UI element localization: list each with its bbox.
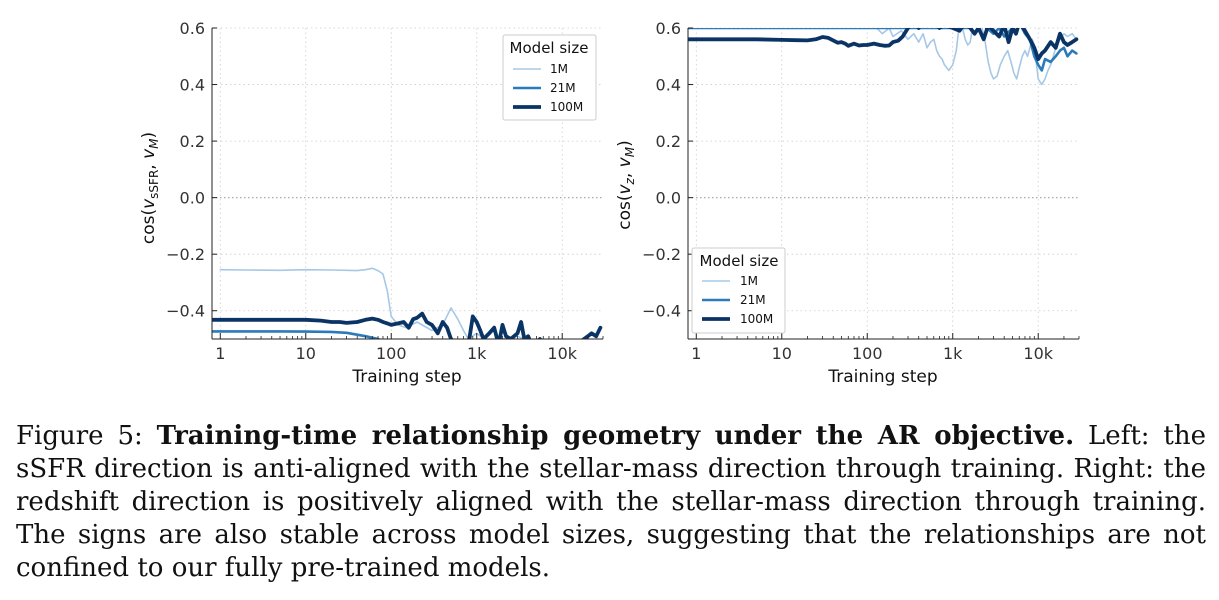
left-legend-box — [502, 34, 597, 121]
right-legend-box — [691, 247, 786, 334]
left-panel: −0.4 −0.2 0.0 0.2 0.4 0.6 1 10 100 1k 10k Training… — [139, 19, 604, 387]
left-axes — [211, 27, 604, 340]
right-series-line-21M — [688, 28, 1078, 72]
left-y-tick-label: 0.6 — [180, 19, 205, 38]
left-series-group — [212, 267, 603, 339]
right-legend-label-21M: 21M — [740, 293, 766, 307]
right-y-tick-label: 0.6 — [656, 19, 681, 38]
right-legend: Model size 1M 21M 100M — [691, 247, 786, 334]
right-y-tick-label: 0.2 — [656, 132, 681, 151]
caption-text: Left: the sSFR direction is anti-aligned… — [16, 421, 1206, 583]
left-tick-labels: −0.4 −0.2 0.0 0.2 0.4 0.6 1 10 100 1k 10k — [166, 19, 578, 363]
left-legend-label-1M: 1M — [550, 62, 568, 76]
right-x-tick-label: 1 — [691, 344, 701, 363]
left-legend: Model size 1M 21M 100M — [502, 34, 597, 121]
left-y-tick-label: 0.4 — [180, 76, 205, 95]
figure: −0.4 −0.2 0.0 0.2 0.4 0.6 1 10 100 1k 10k Training… — [139, 19, 1080, 387]
right-x-tick-label: 100 — [852, 344, 883, 363]
left-legend-label-100M: 100M — [550, 100, 583, 114]
right-y-tick-label: 0.0 — [656, 189, 681, 208]
left-x-tick-label: 10k — [547, 344, 577, 363]
right-x-tick-label: 1k — [943, 344, 963, 363]
left-series-line-21M — [212, 330, 382, 339]
left-y-tick-label: −0.2 — [166, 245, 205, 264]
right-series-group — [688, 28, 1079, 86]
right-x-tick-label: 10 — [772, 344, 792, 363]
right-series-line-100M — [688, 28, 1079, 61]
right-y-axis-label: cos(vz, vM) — [615, 140, 637, 230]
right-x-axis-label: Training step — [827, 367, 937, 387]
left-legend-title: Model size — [510, 39, 589, 57]
right-y-tick-label: −0.2 — [642, 245, 681, 264]
left-series-line-1M — [219, 267, 603, 339]
caption-bold: Training-time relationship geometry unde… — [156, 421, 1075, 451]
left-legend-label-21M: 21M — [550, 81, 576, 95]
caption-prefix: Figure 5: — [16, 421, 157, 451]
right-legend-label-1M: 1M — [740, 274, 758, 288]
figure-caption: Figure 5: Training-time relationship geo… — [16, 420, 1206, 585]
left-x-axis-label: Training step — [351, 367, 461, 387]
left-x-tick-label: 10 — [296, 344, 316, 363]
left-y-tick-label: −0.4 — [166, 302, 205, 321]
left-y-tick-label: 0.2 — [180, 132, 205, 151]
left-x-tick-label: 1 — [215, 344, 225, 363]
right-y-tick-label: −0.4 — [642, 302, 681, 321]
left-y-axis-label: cos(vsSFR, vM) — [139, 132, 161, 244]
left-y-tick-label: 0.0 — [180, 189, 205, 208]
right-axes — [687, 27, 1080, 340]
right-x-tick-label: 10k — [1023, 344, 1053, 363]
left-x-tick-label: 1k — [467, 344, 487, 363]
right-series-line-1M — [875, 28, 1078, 86]
right-tick-labels: −0.4 −0.2 0.0 0.2 0.4 0.6 1 10 100 1k 10k — [642, 19, 1054, 363]
right-y-tick-label: 0.4 — [656, 76, 681, 95]
right-legend-label-100M: 100M — [740, 312, 773, 326]
left-x-tick-label: 100 — [376, 344, 407, 363]
right-panel: −0.4 −0.2 0.0 0.2 0.4 0.6 1 10 100 1k 10k Training… — [615, 19, 1080, 387]
right-legend-title: Model size — [700, 252, 779, 270]
left-series-line-100M — [212, 311, 603, 339]
